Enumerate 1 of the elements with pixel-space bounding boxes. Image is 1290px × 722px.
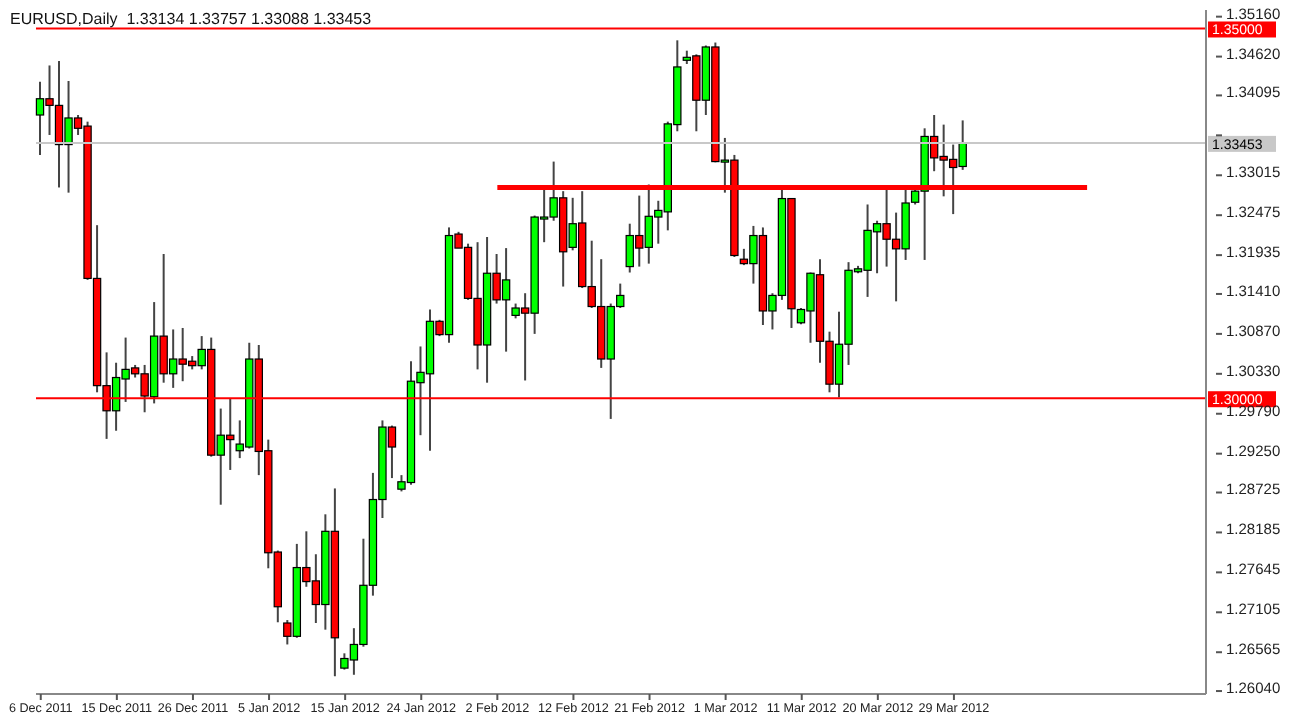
- chart-title: EURUSD,Daily 1.33134 1.33757 1.33088 1.33453: [10, 10, 372, 28]
